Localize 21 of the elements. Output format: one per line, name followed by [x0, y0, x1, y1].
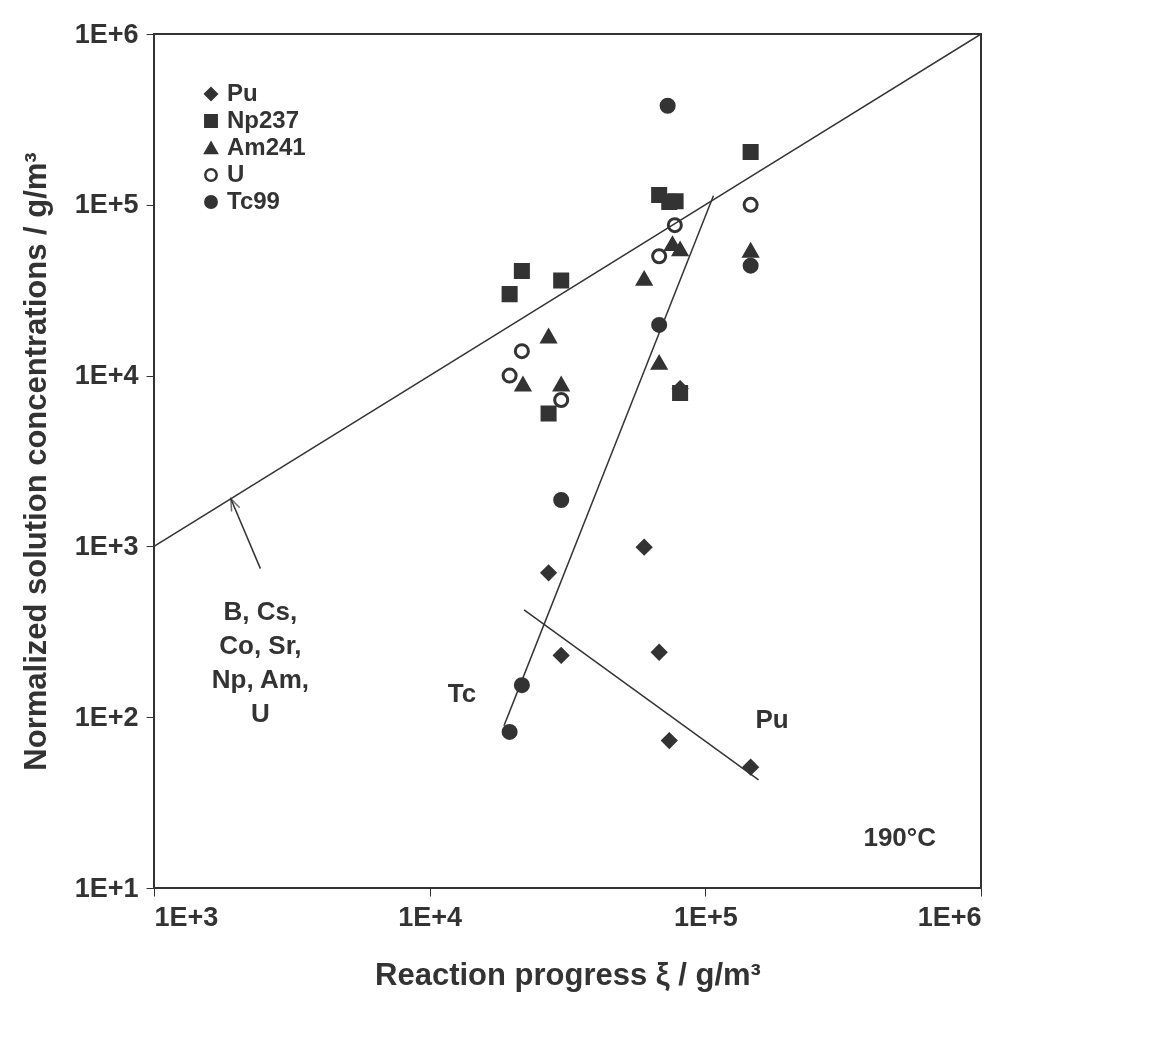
x-tick-label: 1E+6 [917, 901, 982, 932]
legend-label: Np237 [227, 106, 300, 133]
annotation: Pu [755, 704, 789, 734]
legend-label: Am241 [227, 133, 306, 160]
y-tick-label: 1E+6 [74, 18, 139, 49]
y-tick-label: 1E+5 [74, 189, 139, 220]
y-tick-label: 1E+4 [74, 360, 139, 391]
y-tick-label: 1E+1 [74, 872, 139, 903]
annotation: 190°C [863, 822, 937, 852]
x-axis-title: Reaction progress ξ / g/m³ [375, 956, 761, 992]
x-tick-label: 1E+3 [154, 901, 219, 932]
y-tick-label: 1E+2 [74, 701, 139, 732]
legend-label: Pu [227, 79, 258, 106]
annotation: Tc [447, 678, 477, 708]
legend-label: U [227, 160, 245, 187]
y-axis-title: Normalized solution concentrations / g/m³ [17, 152, 53, 771]
legend-label: Tc99 [227, 187, 280, 214]
x-tick-label: 1E+4 [398, 901, 463, 932]
annotation: B, Cs, Co, Sr, Np, Am, U [211, 595, 310, 728]
x-tick-label: 1E+5 [673, 901, 738, 932]
y-tick-label: 1E+3 [74, 530, 139, 561]
